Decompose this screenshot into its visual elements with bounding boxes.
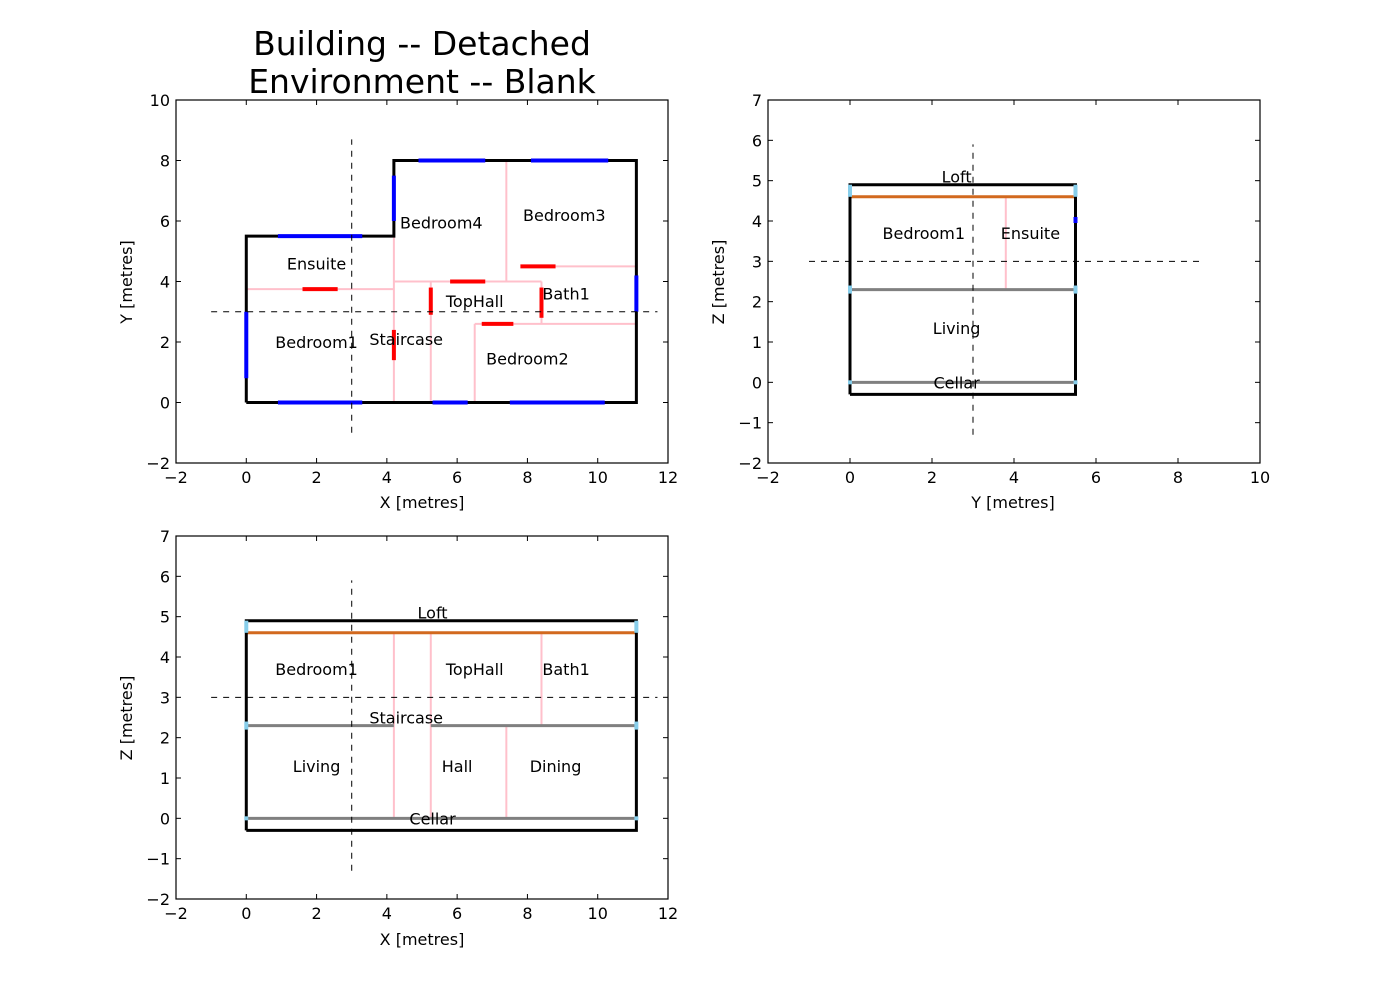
plan-xtick-label: 0 — [241, 468, 251, 487]
side-ytick-label: 6 — [752, 131, 762, 150]
side-ytick-label: 3 — [752, 252, 762, 271]
room-label-cellar: Cellar — [933, 373, 980, 392]
room-label-bath1: Bath1 — [542, 285, 589, 304]
front-ytick-label: 6 — [160, 567, 170, 586]
side-ylabel: Z [metres] — [709, 240, 728, 325]
front-xtick-label: 4 — [382, 904, 392, 923]
side-ytick-label: 5 — [752, 172, 762, 191]
side-xtick-label: 0 — [845, 468, 855, 487]
plan-ytick-label: 10 — [150, 91, 170, 110]
side-xlabel: Y [metres] — [970, 493, 1054, 512]
front-ytick-label: 2 — [160, 729, 170, 748]
room-label-cellar: Cellar — [409, 809, 456, 828]
side-ytick-label: 0 — [752, 373, 762, 392]
figure-title-line-1: Building -- Detached — [253, 24, 591, 63]
room-label-bedroom4: Bedroom4 — [400, 214, 483, 233]
front-ytick-label: 1 — [160, 769, 170, 788]
front-xtick-label: 2 — [311, 904, 321, 923]
room-label-living: Living — [933, 319, 981, 338]
room-label-bedroom1: Bedroom1 — [883, 224, 966, 243]
front-xlabel: X [metres] — [380, 930, 465, 949]
side-ytick-label: 2 — [752, 293, 762, 312]
plan-xtick-label: −2 — [164, 468, 188, 487]
side-ytick-label: 4 — [752, 212, 762, 231]
side-xtick-label: 6 — [1091, 468, 1101, 487]
front-xtick-label: 12 — [658, 904, 678, 923]
plan-ytick-label: 2 — [160, 333, 170, 352]
room-label-dining: Dining — [530, 757, 582, 776]
side-xtick-label: 4 — [1009, 468, 1019, 487]
plan-xtick-label: 12 — [658, 468, 678, 487]
side-ytick-label: −1 — [738, 414, 762, 433]
room-label-tophall: TopHall — [445, 660, 504, 679]
room-label-loft: Loft — [942, 168, 972, 187]
side-xtick-label: −2 — [756, 468, 780, 487]
side-xtick-label: 2 — [927, 468, 937, 487]
plan-ytick-label: 8 — [160, 152, 170, 171]
room-label-hall: Hall — [442, 757, 473, 776]
side-view-panel: −2 0 2 4 6 8 10 −2 −1 0 1 2 3 4 5 6 7 Loft Bedroom1 Ensuite… — [738, 91, 1270, 487]
side-xtick-label: 8 — [1173, 468, 1183, 487]
plan-ytick-label: 6 — [160, 212, 170, 231]
front-ytick-label: −2 — [146, 890, 170, 909]
room-label-living: Living — [293, 757, 341, 776]
room-label-tophall: TopHall — [445, 292, 504, 311]
front-ytick-label: −1 — [146, 850, 170, 869]
room-label-ensuite: Ensuite — [1001, 224, 1060, 243]
plan-xtick-label: 2 — [311, 468, 321, 487]
room-label-staircase: Staircase — [369, 709, 443, 728]
side-ytick-label: 7 — [752, 91, 762, 110]
front-ytick-label: 3 — [160, 688, 170, 707]
plan-xlabel: X [metres] — [380, 493, 465, 512]
plan-xtick-label: 4 — [382, 468, 392, 487]
room-label-bath1: Bath1 — [542, 660, 589, 679]
front-xtick-label: 10 — [588, 904, 608, 923]
room-label-bedroom3: Bedroom3 — [523, 206, 606, 225]
figure-title-line-2: Environment -- Blank — [248, 62, 596, 101]
plan-xtick-label: 6 — [452, 468, 462, 487]
front-xtick-label: 6 — [452, 904, 462, 923]
plan-ytick-label: 4 — [160, 273, 170, 292]
room-label-loft: Loft — [418, 604, 448, 623]
plan-ytick-label: −2 — [146, 454, 170, 473]
side-axes-frame — [767, 99, 1261, 464]
room-label-bedroom2: Bedroom2 — [486, 350, 569, 369]
plan-xtick-label: 8 — [522, 468, 532, 487]
side-ytick-label: −2 — [738, 454, 762, 473]
front-ylabel: Z [metres] — [117, 676, 136, 761]
room-label-bedroom1: Bedroom1 — [275, 660, 358, 679]
front-axes-frame — [175, 535, 669, 900]
plan-xtick-label: 10 — [588, 468, 608, 487]
front-ytick-label: 5 — [160, 608, 170, 627]
front-xtick-label: 8 — [522, 904, 532, 923]
plan-view-panel: −2 0 2 4 6 8 10 12 −2 0 2 4 6 8 10 Ensuite Bedroom4 Bedro… — [146, 91, 678, 487]
front-ytick-label: 0 — [160, 809, 170, 828]
room-label-ensuite: Ensuite — [287, 254, 346, 273]
building-outline — [244, 159, 638, 404]
side-xtick-label: 10 — [1250, 468, 1270, 487]
room-label-staircase: Staircase — [369, 330, 443, 349]
room-label-bedroom1: Bedroom1 — [275, 333, 358, 352]
front-xtick-label: −2 — [164, 904, 188, 923]
front-ytick-label: 7 — [160, 527, 170, 546]
front-ytick-label: 4 — [160, 648, 170, 667]
side-ytick-label: 1 — [752, 333, 762, 352]
plan-ylabel: Y [metres] — [117, 240, 136, 324]
plan-ytick-label: 0 — [160, 394, 170, 413]
front-xtick-label: 0 — [241, 904, 251, 923]
